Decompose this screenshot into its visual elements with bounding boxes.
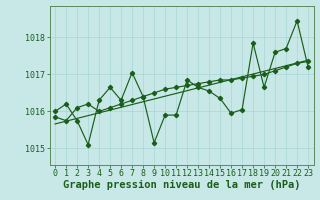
X-axis label: Graphe pression niveau de la mer (hPa): Graphe pression niveau de la mer (hPa) (63, 180, 300, 190)
